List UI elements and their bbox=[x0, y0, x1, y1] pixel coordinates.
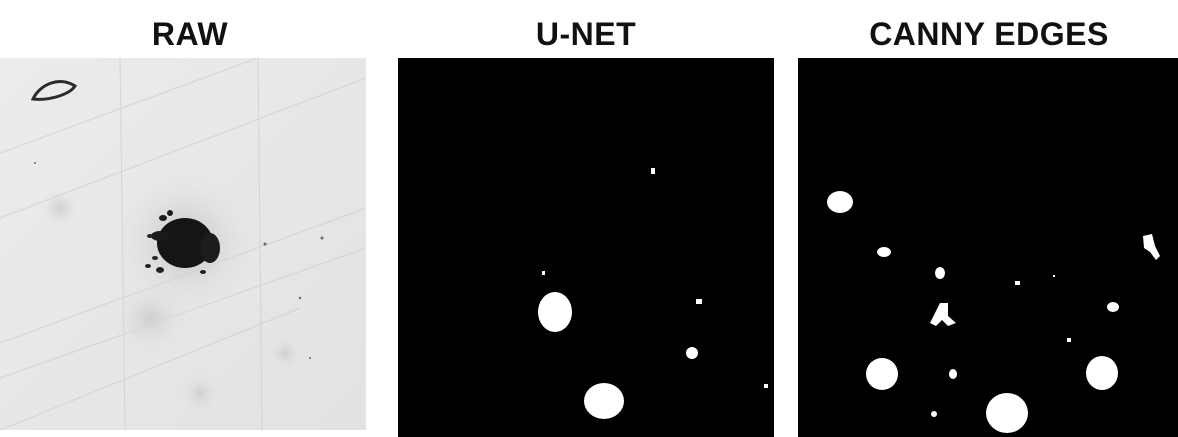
canny-mask-image bbox=[798, 58, 1178, 437]
particle-shape bbox=[145, 210, 220, 274]
raw-image bbox=[0, 58, 366, 430]
panel-title-unet: U-NET bbox=[535, 16, 637, 52]
unet-mask-image bbox=[398, 58, 774, 437]
panel-title-canny: CANNY EDGES bbox=[869, 16, 1109, 52]
panel-title-raw: RAW bbox=[151, 16, 229, 52]
